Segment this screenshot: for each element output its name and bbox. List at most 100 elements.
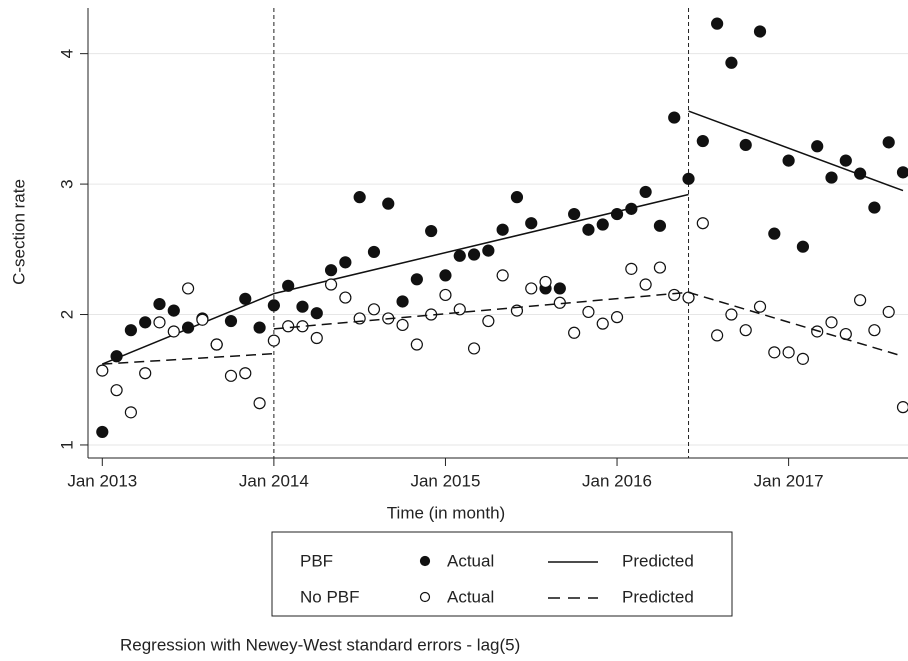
data-point: [898, 167, 908, 178]
data-point: [898, 402, 908, 413]
data-point: [154, 299, 165, 310]
data-point: [640, 186, 651, 197]
data-point: [240, 368, 251, 379]
data-point: [640, 279, 651, 290]
data-point: [669, 112, 680, 123]
data-point: [268, 335, 279, 346]
data-point: [726, 57, 737, 68]
data-point: [168, 326, 179, 337]
data-point: [497, 224, 508, 235]
data-point: [855, 295, 866, 306]
data-point: [311, 333, 322, 344]
data-point: [326, 265, 337, 276]
y-tick-label: 3: [57, 179, 76, 188]
data-point: [397, 319, 408, 330]
data-point: [440, 289, 451, 300]
legend-label: Actual: [447, 551, 494, 570]
data-point: [569, 327, 580, 338]
data-point: [812, 326, 823, 337]
legend-group: PBF: [300, 551, 333, 570]
data-point: [683, 173, 694, 184]
data-point: [440, 270, 451, 281]
data-point: [311, 308, 322, 319]
data-point: [368, 304, 379, 315]
data-point: [869, 202, 880, 213]
data-point: [712, 330, 723, 341]
legend-label: Predicted: [622, 551, 694, 570]
legend-marker: [421, 557, 430, 566]
data-point: [125, 407, 136, 418]
data-point: [755, 26, 766, 37]
data-point: [797, 241, 808, 252]
data-point: [254, 322, 265, 333]
data-point: [497, 270, 508, 281]
data-point: [583, 224, 594, 235]
data-point: [411, 339, 422, 350]
data-point: [283, 321, 294, 332]
data-point: [826, 172, 837, 183]
data-point: [368, 246, 379, 257]
data-point: [697, 218, 708, 229]
y-tick-label: 1: [57, 440, 76, 449]
data-point: [612, 312, 623, 323]
data-point: [354, 192, 365, 203]
data-point: [397, 296, 408, 307]
data-point: [740, 325, 751, 336]
data-point: [511, 192, 522, 203]
data-point: [797, 353, 808, 364]
x-tick-label: Jan 2017: [754, 471, 824, 490]
data-point: [483, 316, 494, 327]
x-tick-label: Jan 2014: [239, 471, 309, 490]
legend-marker: [421, 593, 430, 602]
data-point: [583, 306, 594, 317]
data-point: [154, 317, 165, 328]
data-point: [454, 250, 465, 261]
data-point: [411, 274, 422, 285]
data-point: [669, 289, 680, 300]
data-point: [426, 226, 437, 237]
data-point: [883, 137, 894, 148]
data-point: [526, 218, 537, 229]
data-point: [654, 262, 665, 273]
data-point: [340, 292, 351, 303]
data-point: [726, 309, 737, 320]
data-point: [383, 198, 394, 209]
data-point: [254, 398, 265, 409]
data-point: [211, 339, 222, 350]
data-point: [469, 343, 480, 354]
data-point: [97, 365, 108, 376]
data-point: [140, 368, 151, 379]
data-point: [326, 279, 337, 290]
data-point: [712, 18, 723, 29]
data-point: [840, 155, 851, 166]
data-point: [554, 283, 565, 294]
data-point: [569, 209, 580, 220]
x-tick-label: Jan 2016: [582, 471, 652, 490]
data-point: [140, 317, 151, 328]
data-point: [697, 136, 708, 147]
data-point: [97, 426, 108, 437]
note: Regression with Newey-West standard erro…: [120, 635, 520, 654]
data-point: [783, 347, 794, 358]
data-point: [225, 370, 236, 381]
data-point: [783, 155, 794, 166]
data-point: [168, 305, 179, 316]
y-tick-label: 2: [57, 310, 76, 319]
data-point: [268, 300, 279, 311]
data-point: [597, 219, 608, 230]
data-point: [540, 276, 551, 287]
data-point: [183, 283, 194, 294]
data-point: [469, 249, 480, 260]
y-tick-label: 4: [57, 49, 76, 58]
data-point: [826, 317, 837, 328]
legend-label: Predicted: [622, 587, 694, 606]
data-point: [654, 220, 665, 231]
data-point: [869, 325, 880, 336]
predicted-line: [102, 111, 903, 364]
data-point: [125, 325, 136, 336]
data-point: [883, 306, 894, 317]
data-point: [597, 318, 608, 329]
data-point: [740, 139, 751, 150]
